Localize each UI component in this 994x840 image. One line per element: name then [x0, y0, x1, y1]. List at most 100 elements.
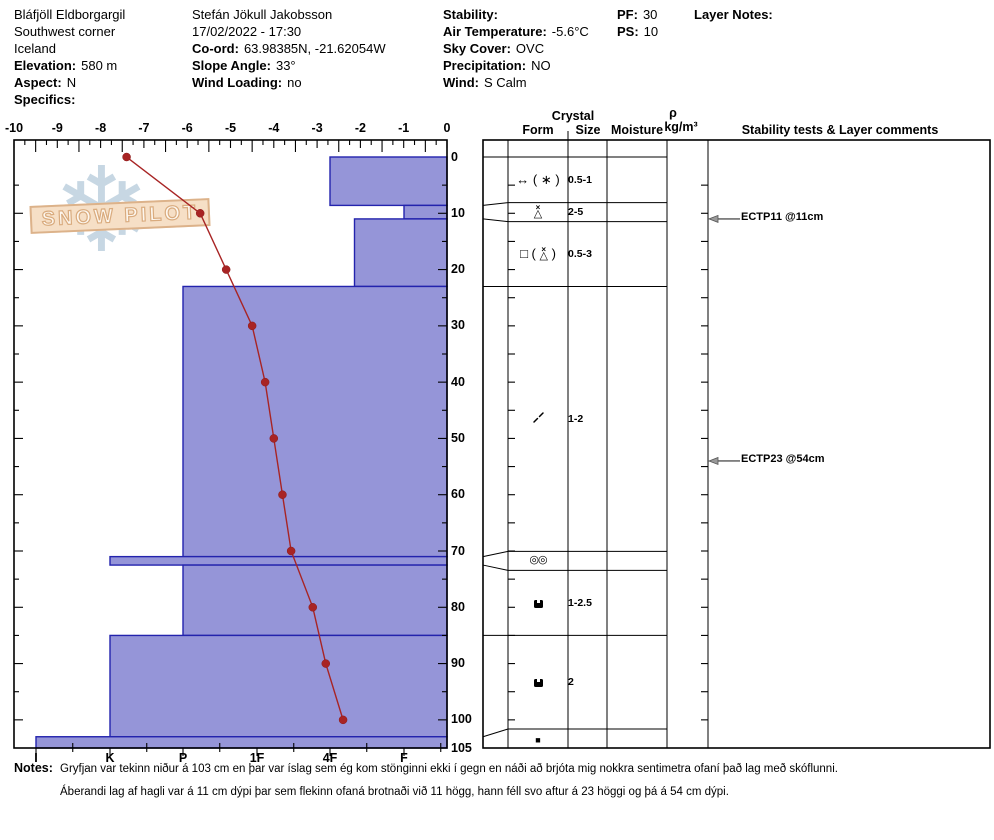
- graupel-icon: × △: [533, 203, 543, 221]
- coordinates: Co-ord: 63.98385N, -21.62054W: [192, 41, 386, 56]
- size-header: Size: [575, 123, 601, 137]
- grain-size-cell: 2: [568, 676, 574, 689]
- hardness-tick-label: K: [105, 751, 115, 765]
- hardness-tick-label: F: [400, 751, 408, 765]
- grain-form-cell: □ ( × △ ): [520, 245, 556, 263]
- site-name: Bláfjöll Eldborgargil: [14, 7, 126, 22]
- wind-loading: Wind Loading: no: [192, 75, 302, 90]
- stability-test-label: ECTP11 @11cm: [741, 210, 824, 223]
- hardness-bar: [35, 736, 448, 749]
- melt-forms-icon: [533, 599, 543, 608]
- form-header: Form: [522, 123, 554, 137]
- temperature-tick-label: -2: [354, 121, 366, 135]
- temperature-point: [321, 659, 331, 668]
- grain-form-cell: [508, 411, 568, 426]
- hardness-bar: [353, 218, 448, 288]
- layer-leader-line: [482, 202, 509, 206]
- depth-tick-label: 80: [451, 599, 465, 614]
- grain-size-cell: 0.5-1: [568, 173, 592, 186]
- temperature-point: [338, 715, 348, 725]
- temperature-point: [221, 265, 231, 274]
- grain-size-cell: 0.5-3: [568, 248, 592, 261]
- grain-form-cell: ↔ ( ∗ ): [516, 172, 560, 188]
- table-border: [482, 139, 991, 749]
- temperature-tick-label: 0: [443, 121, 451, 135]
- hardness-bar: [109, 555, 448, 566]
- grain-form-cell: [508, 676, 568, 689]
- hardness-tick-label: I: [34, 751, 38, 765]
- graupel-icon: × △: [539, 245, 548, 263]
- melt-freeze-crust-icon: ◎◎: [529, 554, 547, 567]
- observation-datetime: 17/02/2022 - 17:30: [192, 24, 302, 39]
- layer-row: 1-2: [508, 286, 667, 551]
- layer-notes-block: Layer Notes:: [694, 6, 778, 23]
- temperature-tick-label: -7: [138, 121, 150, 135]
- layer-leader-line: [482, 728, 509, 738]
- layer-notes-label: Layer Notes:: [694, 7, 773, 22]
- hardness-tick-label: P: [178, 751, 188, 765]
- stability-tests-header: Stability tests & Layer comments: [741, 123, 939, 137]
- hardness-bar: [182, 285, 448, 558]
- hardness-tick-label: 4F: [322, 751, 338, 765]
- depth-tick-label: 100: [451, 712, 472, 727]
- grain-form-cell: ◎◎: [508, 555, 568, 566]
- temperature-point: [286, 546, 296, 556]
- layer-leader-line: [482, 550, 509, 558]
- temperature-tick-label: -6: [181, 121, 193, 135]
- layer-leader-line: [482, 564, 509, 571]
- temperature-point: [260, 377, 270, 387]
- depth-tick-label: 50: [451, 430, 465, 445]
- decomposing-fragments-icon: [532, 412, 544, 424]
- air-temperature: Air Temperature: -5.6°C: [443, 24, 589, 39]
- pf-value: PF: 30: [617, 7, 658, 22]
- observer-block: Stefán Jökull Jakobsson 17/02/2022 - 17:…: [192, 6, 386, 91]
- melt-forms-icon: [533, 679, 543, 688]
- depth-tick-label: 40: [451, 374, 465, 389]
- temperature-point: [278, 490, 287, 499]
- layer-row: 1-2.5: [508, 570, 667, 635]
- density-symbol-header: ρ: [669, 106, 677, 120]
- precipitation: Precipitation: NO: [443, 58, 551, 73]
- temperature-line: [126, 156, 344, 721]
- temperature-tick-label: -8: [95, 121, 107, 135]
- layer-row: □ ( × △ ) 0.5-3: [508, 222, 667, 287]
- notes-line-2: Áberandi lag af hagli var á 11 cm dýpi þ…: [60, 786, 729, 798]
- temperature-point: [308, 603, 318, 612]
- depth-tick-label: 70: [451, 543, 465, 558]
- crystal-header: Crystal: [551, 109, 595, 123]
- layer-row: ■: [508, 729, 667, 748]
- density-units-header: kg/m³: [664, 120, 698, 134]
- temperature-point: [269, 434, 279, 443]
- hardness-bar: [109, 634, 448, 738]
- sky-cover: Sky Cover: OVC: [443, 41, 545, 56]
- temperature-point: [247, 321, 257, 331]
- grain-size-cell: 1-2.5: [568, 596, 592, 609]
- wind: Wind: S Calm: [443, 75, 527, 90]
- grain-form-cell: ■: [508, 732, 568, 745]
- specifics: Specifics:: [14, 92, 76, 107]
- stability: Stability:: [443, 7, 498, 22]
- moisture-header: Moisture: [610, 123, 664, 137]
- depth-tick-label: 60: [451, 487, 465, 502]
- layer-leader-line: [482, 218, 509, 223]
- site-country: Iceland: [14, 41, 56, 56]
- grain-size-cell: 1-2: [568, 412, 584, 425]
- depth-tick-label: 10: [451, 205, 465, 220]
- site-area: Southwest corner: [14, 24, 116, 39]
- depth-tick-label: 0: [451, 149, 458, 164]
- aspect: Aspect: N: [14, 75, 77, 90]
- depth-tick-label: 30: [451, 318, 465, 333]
- slope-angle: Slope Angle: 33°: [192, 58, 296, 73]
- temperature-tick-label: -3: [311, 121, 323, 135]
- hardness-bar: [182, 564, 448, 637]
- notes-line-1: Gryfjan var tekinn niður á 103 cm en þar…: [60, 763, 838, 775]
- stability-test-arrowhead: [707, 214, 719, 223]
- stability-test-label: ECTP23 @54cm: [741, 452, 825, 465]
- depth-tick-label: 90: [451, 656, 465, 671]
- temperature-tick-label: -1: [398, 121, 410, 135]
- elevation: Elevation: 580 m: [14, 58, 118, 73]
- temperature-tick-label: -10: [4, 121, 24, 135]
- hardness-tick-label: 1F: [249, 751, 265, 765]
